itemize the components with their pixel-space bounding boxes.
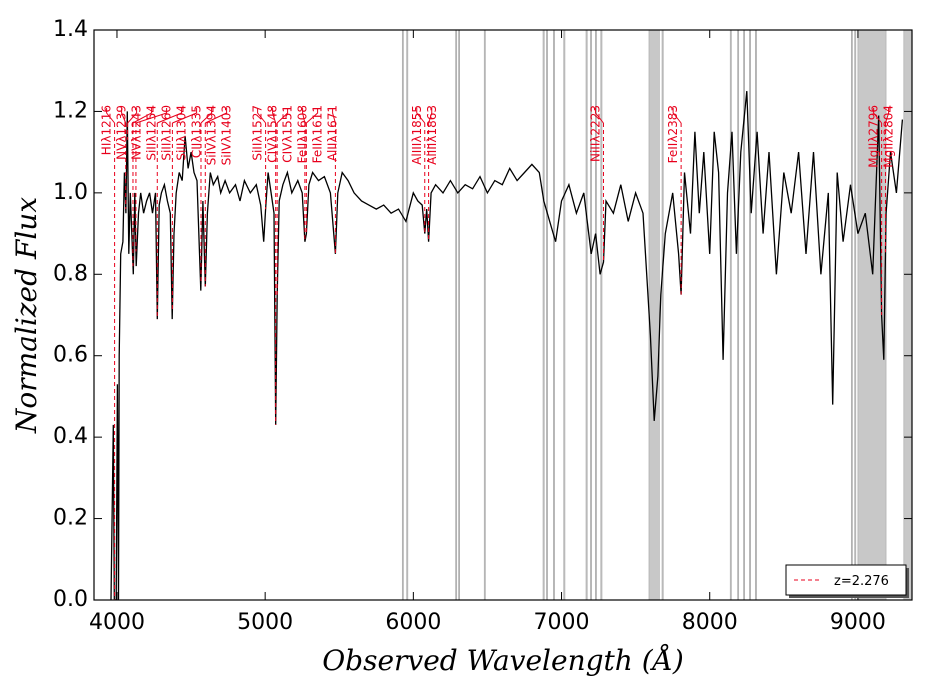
line-label: SiIIλ1254 [145,105,159,161]
line-label: FeIIλ1611 [311,105,325,163]
line-label: NVλ1239 [115,105,129,160]
masked-region [850,30,853,600]
line-label: FeIIλ2383 [666,105,680,163]
legend-label: z=2.276 [834,574,889,589]
line-connector [302,108,306,124]
line-connector [873,108,883,124]
masked-region [563,30,566,600]
line-connector [135,108,168,124]
line-label: FeIIλ1608 [296,105,310,163]
line-connector [306,108,319,124]
x-tick-label: 6000 [385,610,441,635]
masked-region [546,30,548,600]
y-tick-label: 1.2 [53,98,88,123]
masked-region [600,30,603,600]
y-tick-label: 1.4 [53,17,88,42]
line-label: MgIIλ2804 [882,105,896,168]
line-label: AlIIIλ1863 [425,105,439,165]
line-connector [157,108,183,124]
masked-region [648,30,660,600]
line-connector [272,108,277,124]
line-label: CIIλ1335 [190,105,204,158]
masked-region [743,30,745,600]
line-label: CIVλ1551 [281,105,295,163]
x-tick-label: 5000 [237,610,293,635]
line-connector [672,108,682,124]
y-axis-label: Normalized Flux [10,197,43,434]
masked-region [595,30,597,600]
line-connector [884,108,890,124]
x-tick-label: 9000 [830,610,886,635]
line-connector [121,108,127,124]
plot-frame [93,29,913,601]
masked-region [903,30,912,600]
line-connector [276,108,289,124]
x-axis-label: Observed Wavelength (Å) [322,644,684,677]
line-label: NiIIλ2223 [588,105,602,162]
line-connector [200,108,213,124]
line-label: SiIIλ1527 [251,105,265,161]
masked-region [854,30,857,600]
masked-region [585,30,588,600]
line-label: HIλ1216 [100,105,114,155]
line-connector [257,108,266,124]
line-label: SiIIλ1260 [160,105,174,161]
x-tick-label: 7000 [534,610,590,635]
x-tick-label: 8000 [682,610,738,635]
masked-region [542,30,545,600]
line-connector [106,108,115,124]
line-label: SiIIλ1304 [175,105,189,161]
line-label: SiIVλ1394 [205,105,219,165]
line-label: AlIIλ1671 [326,105,340,161]
line-connector [205,108,228,124]
line-label: SiIVλ1403 [220,105,234,165]
line-connector [132,108,153,124]
line-connector [172,108,198,124]
masked-region [458,30,460,600]
spectrum-line [110,91,904,600]
line-connector [594,108,604,124]
x-tick-label: 4000 [89,610,145,635]
masked-region [483,30,486,600]
y-tick-label: 0.0 [53,587,88,612]
y-tick-label: 0.2 [53,506,88,531]
masked-region [455,30,458,600]
legend-box [785,564,907,596]
y-tick-label: 0.4 [53,424,88,449]
line-label: CIVλ1548 [266,105,280,163]
line-label: MgIIλ2796 [867,105,881,168]
y-tick-label: 0.8 [53,261,88,286]
y-tick-label: 1.0 [53,180,88,205]
line-connector [416,108,426,124]
masked-region [755,30,757,600]
masked-region [406,30,409,600]
masked-region [749,30,751,600]
line-label: AlIIIλ1855 [410,105,424,165]
y-tick-label: 0.6 [53,343,88,368]
masked-region [661,30,664,600]
line-connector [428,108,433,124]
line-label: NVλ1243 [130,105,144,160]
masked-region [553,30,555,600]
masked-region [590,30,592,600]
masked-region [401,30,404,600]
line-connector [332,108,336,124]
masked-region [729,30,732,600]
masked-region [737,30,740,600]
line-connector [127,108,138,124]
